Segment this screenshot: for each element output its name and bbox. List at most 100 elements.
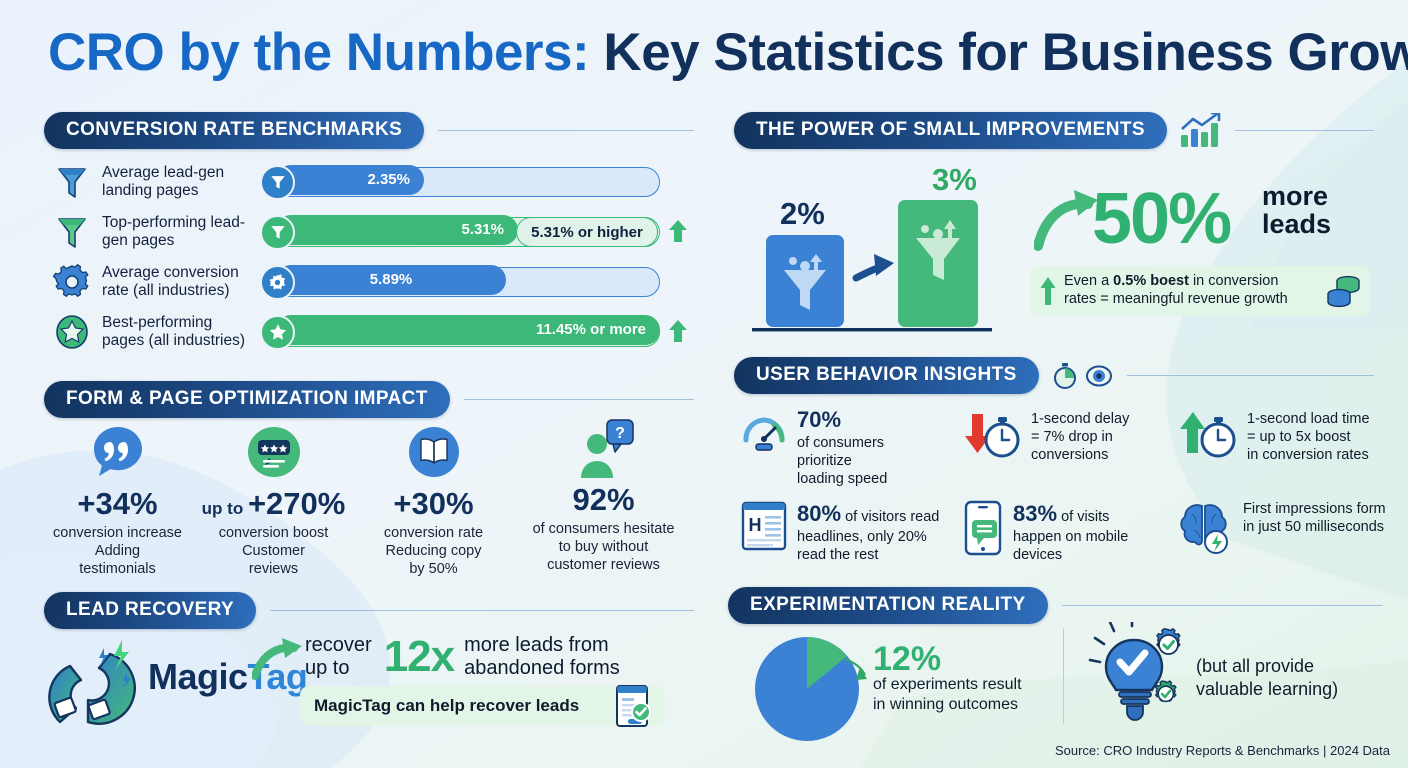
small-improvements-bar-chart <box>752 200 992 332</box>
behavior-card[interactable]: First impressions form in just 50 millis… <box>1178 500 1388 556</box>
behavior-text: 83% of visits happen on mobile devices <box>1013 500 1147 564</box>
pie-value: 12% <box>873 640 942 678</box>
person-question-icon: ? <box>516 418 691 480</box>
optimization-value: +30% <box>393 486 474 521</box>
behavior-card[interactable]: 1-second delay = 7% drop in conversions <box>962 410 1152 464</box>
optimization-value: 92% <box>572 482 635 517</box>
magictag-brand-a: Magic <box>148 656 248 697</box>
behavior-card[interactable]: 83% of visits happen on mobile devices <box>962 500 1147 564</box>
behavior-card[interactable]: 70% of consumers prioritize loading spee… <box>740 406 900 488</box>
funnel-green-badge-icon <box>260 214 295 250</box>
behavior-card[interactable]: 1-second load time = up to 5x boost in c… <box>1178 410 1388 464</box>
bar-fill: 5.89% <box>276 264 506 295</box>
brain-bolt-icon <box>1180 504 1228 554</box>
lr-line1: recover <box>305 634 372 657</box>
behavior-text: 70% of consumers prioritize loading spee… <box>797 406 900 488</box>
up-arrow-icon <box>669 219 687 242</box>
optimization-stat: +34% <box>40 487 195 521</box>
optimization-card[interactable]: +34% conversion increase Adding testimon… <box>40 422 195 578</box>
benchmark-bar[interactable]: 5.31% 5.31% or higher <box>260 214 687 250</box>
section-rule <box>438 130 694 131</box>
optimization-prefix: up to <box>201 499 248 518</box>
section-title-experimentation: EXPERIMENTATION REALITY <box>728 587 1048 624</box>
benchmark-label: Average lead-gen landing pages <box>102 164 225 199</box>
bar-fill: 11.45% or more <box>276 314 660 345</box>
section-header-small-improvements: THE POWER OF SMALL IMPROVEMENTS <box>734 112 1374 149</box>
pie-description: of experiments result in winning outcome… <box>873 675 1022 715</box>
magnet-icon <box>48 640 136 725</box>
section-title-user-behavior: USER BEHAVIOR INSIGHTS <box>734 357 1039 394</box>
note-text: Even a 0.5% boest in conversion rates = … <box>1064 273 1326 308</box>
section-rule <box>1061 605 1383 606</box>
form-check-icon <box>616 685 651 727</box>
behavior-stat: 70% <box>797 407 842 432</box>
benchmark-bar[interactable]: 11.45% or more <box>260 314 687 350</box>
section-title-lead-recovery: LEAD RECOVERY <box>44 592 257 629</box>
bar-value: 5.31% <box>461 221 504 238</box>
optimization-line1: of consumers hesitate <box>532 520 675 537</box>
review-stars-icon <box>196 422 351 484</box>
lr-note-text: MagicTag can help recover leads <box>314 696 580 715</box>
optimization-card[interactable]: up to +270% conversion boost Customer re… <box>196 422 351 578</box>
up-arrow-icon <box>669 319 687 342</box>
growth-chart-icon <box>1180 112 1221 147</box>
bar-value: 5.89% <box>369 271 413 288</box>
benchmark-row[interactable]: Top-performing lead-gen pages 5.31% 5.31… <box>52 212 687 252</box>
behavior-rest: of visitors read headlines, only 20% rea… <box>797 509 940 563</box>
lead-recovery-statement: recover up to 12x more leads from abando… <box>305 632 620 681</box>
optimization-line3: testimonials <box>79 560 156 577</box>
benchmark-row[interactable]: Average conversion rate (all industries)… <box>52 262 660 302</box>
lr-line4: abandoned forms <box>464 656 620 679</box>
bar-label-before: 2% <box>780 196 825 231</box>
experiment-pie-chart <box>755 637 867 741</box>
note-line2: rates = meaningful revenue growth <box>1064 291 1288 307</box>
behavior-line2: = 7% drop in <box>1031 429 1113 446</box>
headline-doc-icon: H <box>741 501 787 551</box>
up-arrow-icon <box>1040 277 1056 305</box>
bar-value: 11.45% or more <box>535 321 646 338</box>
optimization-desc: conversion increase Adding testimonials <box>40 524 195 578</box>
source-note: Source: CRO Industry Reports & Benchmark… <box>1054 743 1390 758</box>
eye-icon <box>1085 365 1112 386</box>
behavior-card[interactable]: H 80% of visitors read headlines, only 2… <box>740 500 955 564</box>
benchmark-bar[interactable]: 2.35% <box>260 164 660 200</box>
benchmark-row[interactable]: Best-performing pages (all industries) 1… <box>52 312 687 352</box>
funnel-green-icon <box>58 218 86 248</box>
bulb-line1: (but all provide <box>1196 656 1315 676</box>
funnel-blue-icon <box>58 168 86 198</box>
optimization-line1: conversion rate <box>383 524 484 541</box>
benchmark-row[interactable]: Average lead-gen landing pages 2.35% <box>52 162 660 202</box>
star-green-icon <box>56 315 88 349</box>
bulb-line2: valuable learning) <box>1196 679 1339 700</box>
optimization-card[interactable]: +30% conversion rate Reducing copy by 50… <box>356 422 511 578</box>
section-header-benchmarks: CONVERSION RATE BENCHMARKS <box>44 112 694 149</box>
benchmark-bar[interactable]: 5.89% <box>260 264 660 300</box>
mobile-chat-icon <box>964 500 1002 556</box>
behavior-rest: First impressions form in just 50 millis… <box>1243 501 1386 536</box>
optimization-card[interactable]: ? 92% of consumers hesitate to buy witho… <box>516 418 691 574</box>
page-title-part1: CRO by the Numbers: <box>48 23 590 82</box>
bulb-caption: (but all provide valuable learning) <box>1196 655 1338 702</box>
section-title-small-improvements: THE POWER OF SMALL IMPROVEMENTS <box>734 112 1167 149</box>
curved-arrow-green-icon <box>252 638 302 680</box>
optimization-stat: up to +270% <box>196 486 351 521</box>
optimization-value: +270% <box>247 486 346 521</box>
bar-fill: 2.35% <box>276 164 424 195</box>
behavior-text: First impressions form in just 50 millis… <box>1243 500 1388 536</box>
star-green-badge-icon <box>260 314 295 350</box>
bar-value: 2.35% <box>367 171 410 188</box>
behavior-line2: = up to 5x boost <box>1247 429 1351 446</box>
optimization-line1: conversion increase <box>53 524 182 541</box>
bar-tag: 5.31% or higher <box>516 217 658 247</box>
gear-blue-icon <box>52 263 89 298</box>
stopwatch-down-icon <box>965 414 1020 458</box>
section-icons <box>1051 362 1113 390</box>
stopwatch-icon <box>1053 362 1076 389</box>
result-label-line1: more <box>1262 181 1329 211</box>
behavior-line1: 1-second delay <box>1031 411 1130 427</box>
result-label: more leads <box>1262 181 1331 239</box>
lr-multiplier: 12x <box>383 632 455 681</box>
behavior-stat: 80% <box>797 501 842 526</box>
gear-blue-badge-icon <box>260 264 295 300</box>
benchmark-label: Average conversion rate (all industries) <box>102 264 239 299</box>
